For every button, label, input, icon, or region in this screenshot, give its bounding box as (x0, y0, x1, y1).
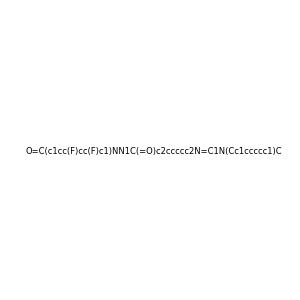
Text: O=C(c1cc(F)cc(F)c1)NN1C(=O)c2ccccc2N=C1N(Cc1ccccc1)C: O=C(c1cc(F)cc(F)c1)NN1C(=O)c2ccccc2N=C1N… (26, 147, 282, 156)
